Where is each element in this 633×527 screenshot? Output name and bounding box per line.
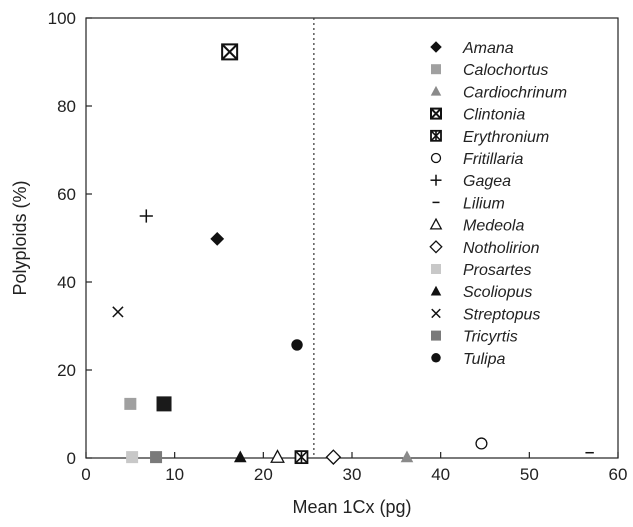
y-axis-title: Polyploids (%)	[10, 180, 30, 295]
y-tick-label: 40	[57, 273, 76, 292]
legend-label: Tulipa	[463, 351, 505, 368]
legend-label: Tricyrtis	[463, 329, 518, 346]
legend-label: Amana	[462, 40, 514, 57]
legend-marker	[431, 330, 441, 341]
data-point	[400, 450, 414, 463]
legend-label: Clintonia	[463, 107, 525, 124]
legend-label: Streptopus	[463, 306, 540, 323]
data-point	[156, 396, 172, 412]
data-point	[294, 450, 309, 465]
legend-label: Medeola	[463, 218, 524, 235]
y-tick-label: 20	[57, 361, 76, 380]
data-point	[126, 451, 139, 464]
data-point	[112, 306, 124, 318]
axes: 0 10 20 30 40 50 60 0 20 40 60 80 100	[48, 9, 628, 484]
legend-label: Scoliopus	[463, 284, 532, 301]
data-point	[291, 339, 303, 351]
legend-marker	[430, 174, 442, 186]
y-tick-label: 60	[57, 185, 76, 204]
data-point	[475, 437, 488, 450]
x-tick-label: 20	[254, 465, 273, 484]
x-tick-label: 0	[81, 465, 90, 484]
legend-marker	[430, 285, 442, 296]
x-tick-label: 30	[343, 465, 362, 484]
x-axis-title: Mean 1Cx (pg)	[292, 497, 411, 517]
legend-marker	[429, 240, 443, 254]
legend-marker	[431, 353, 441, 363]
data-point	[210, 231, 225, 246]
legend-marker	[431, 308, 441, 319]
data-point	[150, 451, 163, 464]
legend-label: Erythronium	[463, 129, 549, 146]
legend-label: Lilium	[463, 195, 505, 212]
legend-marker	[431, 264, 441, 274]
x-tick-label: 60	[609, 465, 628, 484]
y-tick-label: 80	[57, 97, 76, 116]
legend-marker	[429, 217, 443, 230]
y-tick-label: 100	[48, 9, 76, 28]
legend-label: Notholirion	[463, 240, 540, 257]
x-tick-label: 10	[165, 465, 184, 484]
legend-marker	[430, 41, 442, 53]
legend-marker	[430, 129, 442, 142]
legend-label: Fritillaria	[463, 151, 524, 168]
y-tick-label: 0	[67, 449, 76, 468]
x-tick-label: 40	[431, 465, 450, 484]
legend-marker	[430, 152, 442, 164]
data-point	[221, 43, 239, 61]
legend-marker	[430, 85, 442, 96]
legend: Amana Calochortus Cardiochrinum Clintonia Er…	[429, 40, 567, 368]
data-point	[325, 449, 342, 465]
legend-label: Prosartes	[463, 262, 531, 279]
legend-marker	[430, 107, 442, 120]
data-points	[112, 43, 594, 465]
legend-label: Cardiochrinum	[463, 84, 567, 101]
legend-marker	[431, 64, 441, 75]
legend-label: Calochortus	[463, 62, 548, 79]
data-point	[124, 397, 137, 410]
data-point	[139, 209, 153, 223]
data-point	[270, 449, 285, 463]
data-point	[233, 450, 247, 463]
legend-label: Gagea	[463, 173, 511, 190]
x-tick-label: 50	[520, 465, 539, 484]
